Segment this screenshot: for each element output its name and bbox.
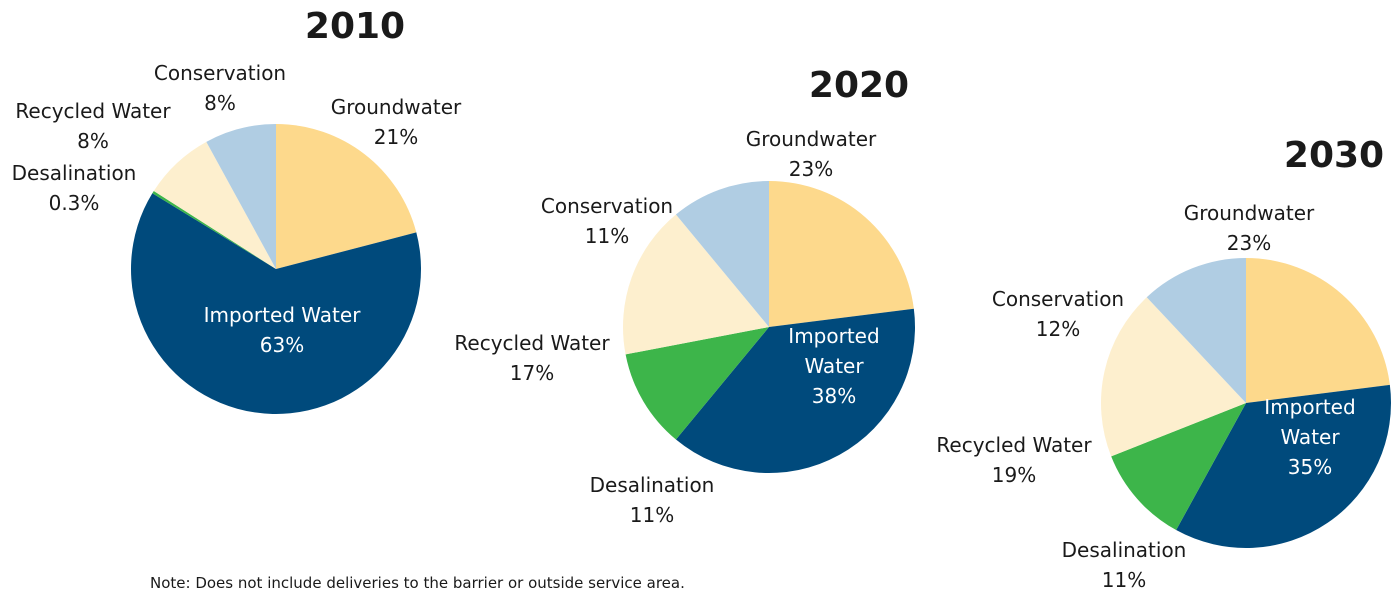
slice-imported-water bbox=[130, 193, 421, 415]
slice-value-label: 11% bbox=[585, 224, 629, 248]
slice-label-recycled-water: Recycled Water 8% bbox=[15, 99, 171, 153]
slice-value-label: 8% bbox=[204, 91, 236, 115]
slice-label-imported-water: Imported Water 63% bbox=[204, 303, 362, 357]
slice-label-imported-water: Imported Water 38% bbox=[788, 324, 879, 408]
slice-label-conservation: Conservation 8% bbox=[154, 61, 286, 115]
slice-imported-water bbox=[675, 308, 916, 473]
slice-value-label: 19% bbox=[992, 463, 1036, 487]
slice-value-label: 21% bbox=[374, 125, 418, 149]
slice-groundwater bbox=[769, 181, 914, 327]
slice-recycled-water bbox=[1100, 297, 1246, 457]
slice-conservation bbox=[675, 181, 769, 327]
pie-chart-2030: 2030 Groundwater 23% Imported Water 35% Desali… bbox=[936, 135, 1392, 592]
slice-value-label: 63% bbox=[260, 333, 304, 357]
pie-chart-2020: 2020 Groundwater 23% Imported Water 38% Desali… bbox=[454, 65, 916, 527]
chart-title: 2020 bbox=[809, 65, 909, 106]
slice-value-label: 35% bbox=[1288, 455, 1332, 479]
slice-value-label: 23% bbox=[1227, 231, 1271, 255]
pie-chart-2010: 2010 Groundwater 21% Imported Water 63% Desal… bbox=[12, 6, 462, 415]
slice-desalination bbox=[1111, 403, 1246, 531]
slice-value-label: 23% bbox=[789, 157, 833, 181]
chart-title: 2010 bbox=[305, 6, 405, 47]
slice-value-label: 12% bbox=[1036, 317, 1080, 341]
chart-title: 2030 bbox=[1284, 135, 1384, 176]
slice-imported-water bbox=[1176, 384, 1392, 548]
slice-value-label: 0.3% bbox=[49, 191, 100, 215]
slice-conservation bbox=[206, 124, 276, 269]
slice-label-conservation: Conservation 12% bbox=[992, 287, 1124, 341]
slice-recycled-water bbox=[153, 141, 276, 269]
slice-label-conservation: Conservation 11% bbox=[541, 194, 673, 248]
slice-label-desalination: Desalination 11% bbox=[590, 473, 715, 527]
slice-value-label: 8% bbox=[77, 129, 109, 153]
slice-label-groundwater: Groundwater 23% bbox=[1184, 201, 1315, 255]
slice-conservation bbox=[1146, 258, 1246, 403]
slice-label-groundwater: Groundwater 21% bbox=[331, 95, 462, 149]
slice-label-recycled-water: Recycled Water 19% bbox=[936, 433, 1092, 487]
slice-groundwater bbox=[1246, 258, 1390, 403]
slice-value-label: 11% bbox=[1102, 568, 1146, 592]
slice-value-label: 38% bbox=[812, 384, 856, 408]
slice-recycled-water bbox=[623, 214, 769, 355]
slice-label-desalination: Desalination 0.3% bbox=[12, 161, 137, 215]
footnote: Note: Does not include deliveries to the… bbox=[150, 574, 685, 592]
slice-value-label: 11% bbox=[630, 503, 674, 527]
slice-label-groundwater: Groundwater 23% bbox=[746, 127, 877, 181]
slice-label-desalination: Desalination 11% bbox=[1062, 538, 1187, 592]
slice-label-recycled-water: Recycled Water 17% bbox=[454, 331, 610, 385]
slice-label-imported-water: Imported Water 35% bbox=[1264, 395, 1355, 479]
slice-desalination bbox=[625, 327, 769, 440]
slice-value-label: 17% bbox=[510, 361, 554, 385]
slice-desalination bbox=[152, 190, 276, 269]
slice-groundwater bbox=[276, 124, 417, 269]
